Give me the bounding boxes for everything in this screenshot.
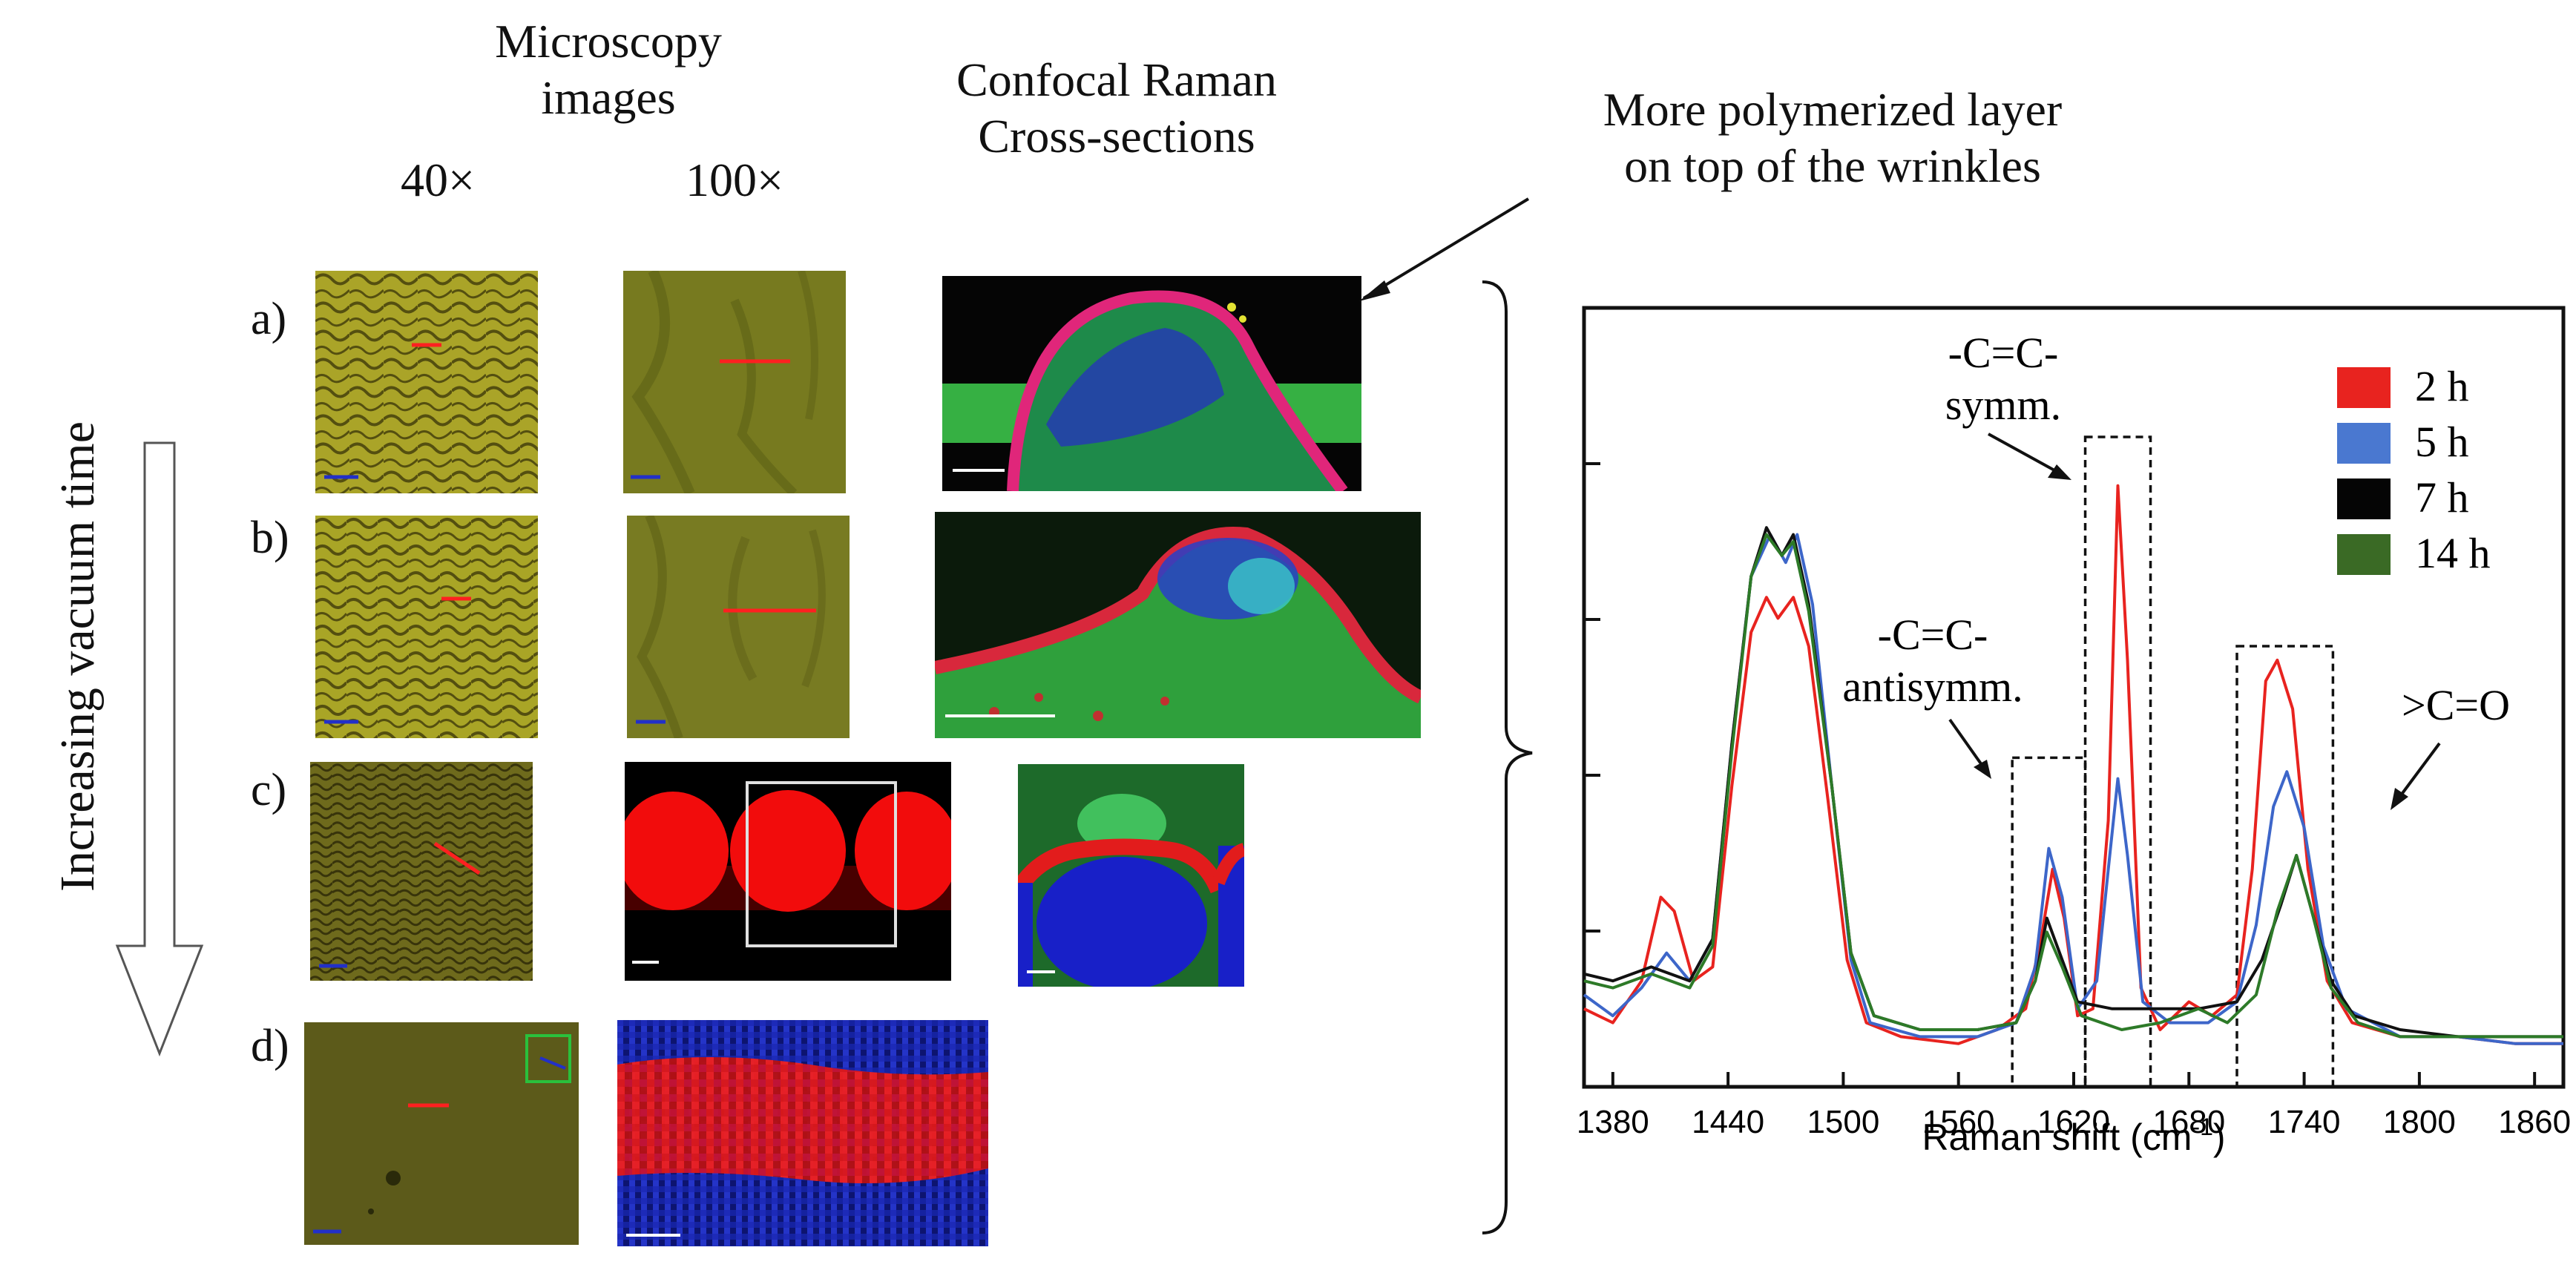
x-tick-label: 1380	[1577, 1104, 1649, 1140]
annotation-cc-symm-line1: -C=C-	[1948, 329, 2059, 377]
x-tick-label: 1620	[2037, 1104, 2110, 1140]
arrowhead-cc-antisymm-icon	[1974, 760, 1991, 779]
highlight-box-2	[2235, 645, 2335, 1088]
legend-label-14h: 14 h	[2415, 529, 2491, 577]
x-tick-label: 1740	[2268, 1104, 2341, 1140]
legend-swatch-14h	[2337, 534, 2391, 575]
legend-label-2h: 2 h	[2415, 362, 2469, 410]
side-label-container: Increasing vacuum time	[50, 267, 105, 1046]
highlight-box-1	[2083, 435, 2152, 1088]
x-tick-label: 1860	[2498, 1104, 2571, 1140]
plot-frame	[1582, 306, 2566, 1089]
raman-map-a	[942, 276, 1361, 491]
highlight-boxes	[2011, 435, 2335, 1088]
x-axis-label: Raman shift (cm-1)	[1922, 1114, 2225, 1158]
y-ticks	[1584, 462, 1600, 933]
annotation-arrow	[1362, 197, 1530, 300]
header-mag-100x: 100×	[685, 154, 784, 206]
x-tick-label: 1440	[1692, 1104, 1764, 1140]
arrowhead-co-icon	[2391, 788, 2408, 810]
x-ticks: 1380 1440 1500 1560 1620 1680 1740 1800 1860	[1577, 1072, 2571, 1140]
row-label-d: d)	[251, 1021, 289, 1071]
micrograph-d-40x	[304, 1022, 579, 1245]
legend-label-5h: 5 h	[2415, 418, 2469, 466]
legend-label-7h: 7 h	[2415, 473, 2469, 522]
arrow-co	[2395, 742, 2441, 803]
micrograph-b-100x	[627, 516, 850, 738]
annotation-cc-symm-line2: symm.	[1945, 381, 2061, 429]
legend-swatch-5h	[2337, 423, 2391, 464]
series-lines	[1583, 484, 2563, 1045]
annotation-cc-antisymm-line1: -C=C-	[1878, 611, 1988, 659]
raman-map-c	[1018, 764, 1244, 987]
annotation-cc-antisymm-line2: antisymm.	[1842, 662, 2023, 711]
annotation-arrowhead-icon	[1359, 280, 1390, 301]
micrograph-b-40x	[315, 516, 538, 738]
row-label-b: b)	[251, 513, 289, 563]
annotation-co: >C=O	[2402, 681, 2510, 729]
arrowhead-cc-symm-icon	[2048, 464, 2071, 480]
x-tick-label: 1800	[2383, 1104, 2456, 1140]
legend-swatch-2h	[2337, 367, 2391, 408]
row-label-a: a)	[251, 294, 287, 344]
raman-map-d	[617, 1020, 988, 1246]
x-tick-label: 1680	[2152, 1104, 2225, 1140]
series-line-14h	[1583, 533, 2563, 1039]
curly-bracket	[1482, 280, 1533, 1234]
header-confocal-raman: Confocal Raman Cross-sections	[956, 53, 1277, 162]
micrograph-c-40x	[310, 762, 533, 981]
raman-map-b	[935, 512, 1421, 738]
row-label-c: c)	[251, 765, 287, 815]
series-line-2h	[1583, 484, 2563, 1045]
header-microscopy: Microscopy images	[495, 15, 722, 124]
down-arrow-icon	[115, 441, 204, 1057]
arrow-cc-symm	[1988, 433, 2063, 476]
x-tick-label: 1560	[1922, 1104, 1995, 1140]
x-tick-label: 1500	[1807, 1104, 1879, 1140]
header-mag-40x: 40×	[400, 154, 476, 206]
side-label-increasing-vacuum-time: Increasing vacuum time	[50, 421, 105, 892]
legend-swatch-7h	[2337, 479, 2391, 519]
raman-map-c-100x	[625, 762, 951, 981]
micrograph-a-100x	[623, 271, 846, 493]
arrow-cc-antisymm	[1948, 718, 1987, 772]
annotation-polymerized-layer: More polymerized layer on top of the wri…	[1603, 83, 2063, 192]
raman-spectra-chart: 1380 1440 1500 1560 1620 1680 1740 1800 1860 Ram…	[1577, 306, 2571, 1158]
legend: 2 h 5 h 7 h 14 h	[2337, 362, 2491, 577]
micrograph-a-40x	[315, 271, 538, 493]
